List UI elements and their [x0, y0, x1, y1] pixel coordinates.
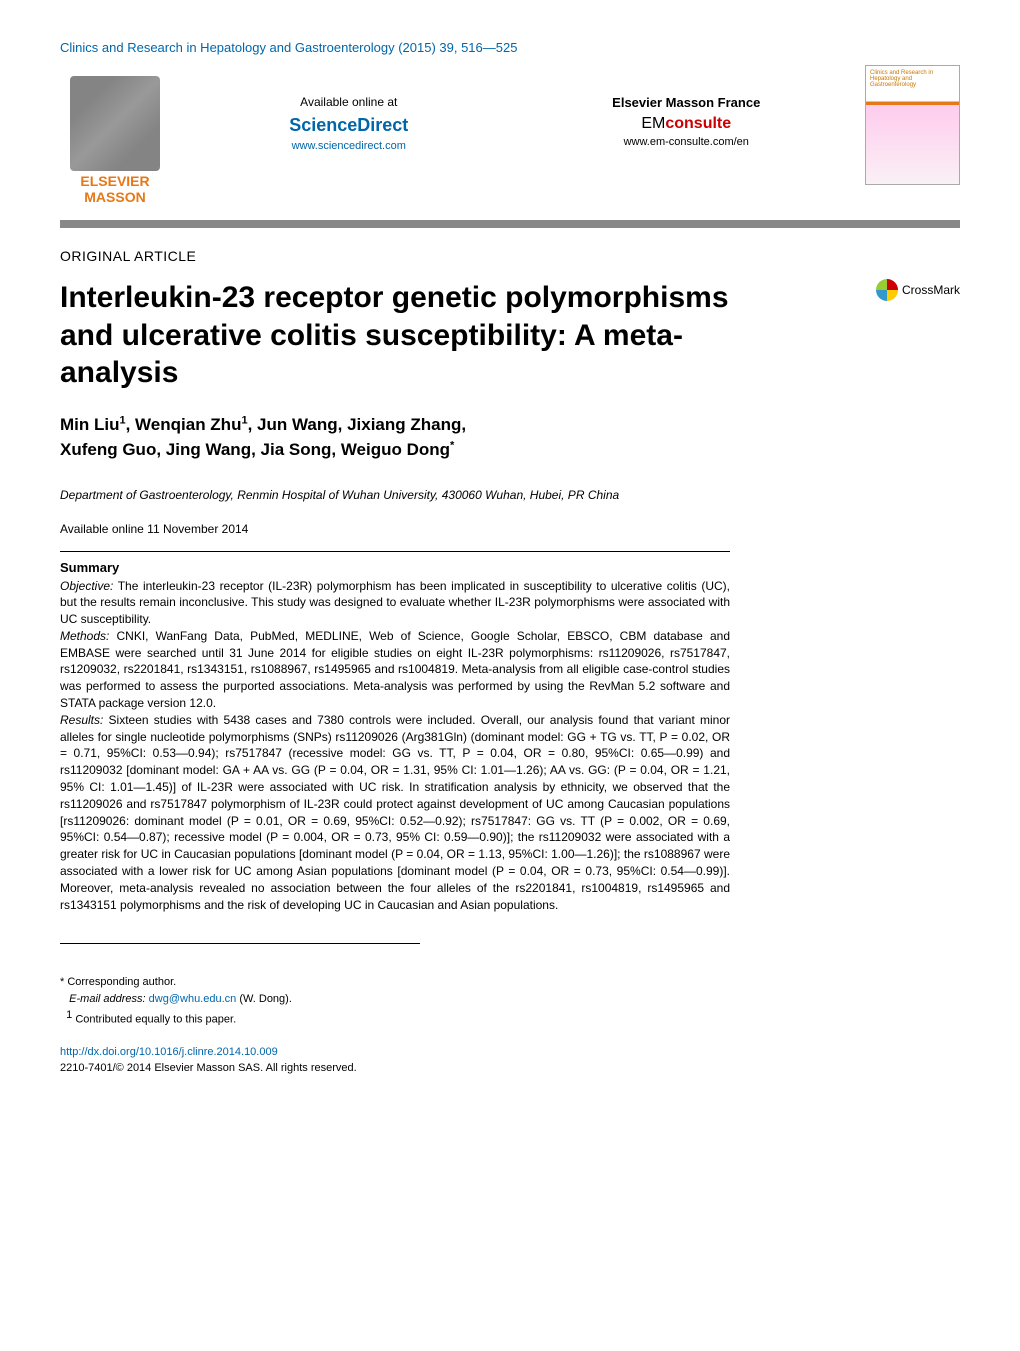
results-text: Sixteen studies with 5438 cases and 7380… [60, 713, 730, 912]
email-label: E-mail address: [69, 993, 148, 1005]
article-title: Interleukin-23 receptor genetic polymorp… [60, 279, 740, 392]
corresponding-author-note: * Corresponding author. [60, 974, 960, 991]
available-online-label: Available online at [190, 95, 508, 109]
divider-top [60, 551, 730, 552]
copyright-line: 2210-7401/© 2014 Elsevier Masson SAS. Al… [60, 1060, 960, 1077]
elsevier-label: ELSEVIER [80, 173, 149, 189]
contrib-sup: 1 [66, 1009, 72, 1021]
results-label: Results: [60, 713, 103, 727]
email-line: E-mail address: dwg@whu.edu.cn (W. Dong)… [60, 991, 960, 1008]
elsevier-masson-france-label: Elsevier Masson France [528, 95, 846, 110]
article-type-label: ORIGINAL ARTICLE [60, 248, 960, 264]
affiliation: Department of Gastroenterology, Renmin H… [60, 488, 960, 502]
author-2: , Wenqian Zhu [126, 415, 242, 434]
emconsulte-block: Elsevier Masson France EMconsulte www.em… [528, 65, 846, 148]
email-link[interactable]: dwg@whu.edu.cn [149, 993, 237, 1005]
authors-line2: Xufeng Guo, Jing Wang, Jia Song, Weiguo … [60, 440, 450, 459]
methods-label: Methods: [60, 629, 109, 643]
masson-label: MASSON [84, 189, 145, 205]
crossmark-icon [876, 279, 898, 301]
authors-list: Min Liu1, Wenqian Zhu1, Jun Wang, Jixian… [60, 412, 960, 463]
objective-text: The interleukin-23 receptor (IL-23R) pol… [60, 579, 730, 627]
em-prefix: EM [641, 115, 665, 132]
crossmark-badge[interactable]: CrossMark [876, 279, 960, 301]
equal-contribution-note: 1 Contributed equally to this paper. [60, 1007, 960, 1028]
emconsulte-url[interactable]: www.em-consulte.com/en [528, 136, 846, 148]
crossmark-label: CrossMark [902, 283, 960, 297]
footnotes: * Corresponding author. E-mail address: … [60, 974, 960, 1028]
doi-block: http://dx.doi.org/10.1016/j.clinre.2014.… [60, 1044, 960, 1077]
contrib-text: Contributed equally to this paper. [75, 1014, 236, 1026]
divider-footnote [60, 943, 420, 944]
authors-rest-line1: , Jun Wang, Jixiang Zhang, [248, 415, 467, 434]
summary-text: Objective: The interleukin-23 receptor (… [60, 578, 730, 914]
methods-text: CNKI, WanFang Data, PubMed, MEDLINE, Web… [60, 629, 730, 710]
abstract-block: Summary Objective: The interleukin-23 re… [60, 560, 730, 914]
emconsulte-label: EMconsulte [528, 115, 846, 133]
consulte-label: consulte [665, 115, 731, 132]
objective-label: Objective: [60, 579, 113, 593]
title-row: Interleukin-23 receptor genetic polymorp… [60, 279, 960, 412]
publisher-logo: ELSEVIER MASSON [60, 65, 170, 205]
online-date: Available online 11 November 2014 [60, 522, 960, 536]
journal-citation: Clinics and Research in Hepatology and G… [60, 40, 960, 55]
sciencedirect-block: Available online at ScienceDirect www.sc… [190, 65, 508, 152]
header-banner: ELSEVIER MASSON Available online at Scie… [60, 65, 960, 228]
elsevier-tree-icon [70, 76, 160, 171]
summary-heading: Summary [60, 560, 730, 575]
journal-cover-thumbnail: Clinics and Research in Hepatology and G… [865, 65, 960, 185]
corresponding-marker: * [450, 439, 454, 451]
doi-link[interactable]: http://dx.doi.org/10.1016/j.clinre.2014.… [60, 1044, 960, 1061]
author-1: Min Liu [60, 415, 119, 434]
sciencedirect-label: ScienceDirect [190, 115, 508, 136]
email-suffix: (W. Dong). [236, 993, 292, 1005]
sciencedirect-url[interactable]: www.sciencedirect.com [190, 140, 508, 152]
